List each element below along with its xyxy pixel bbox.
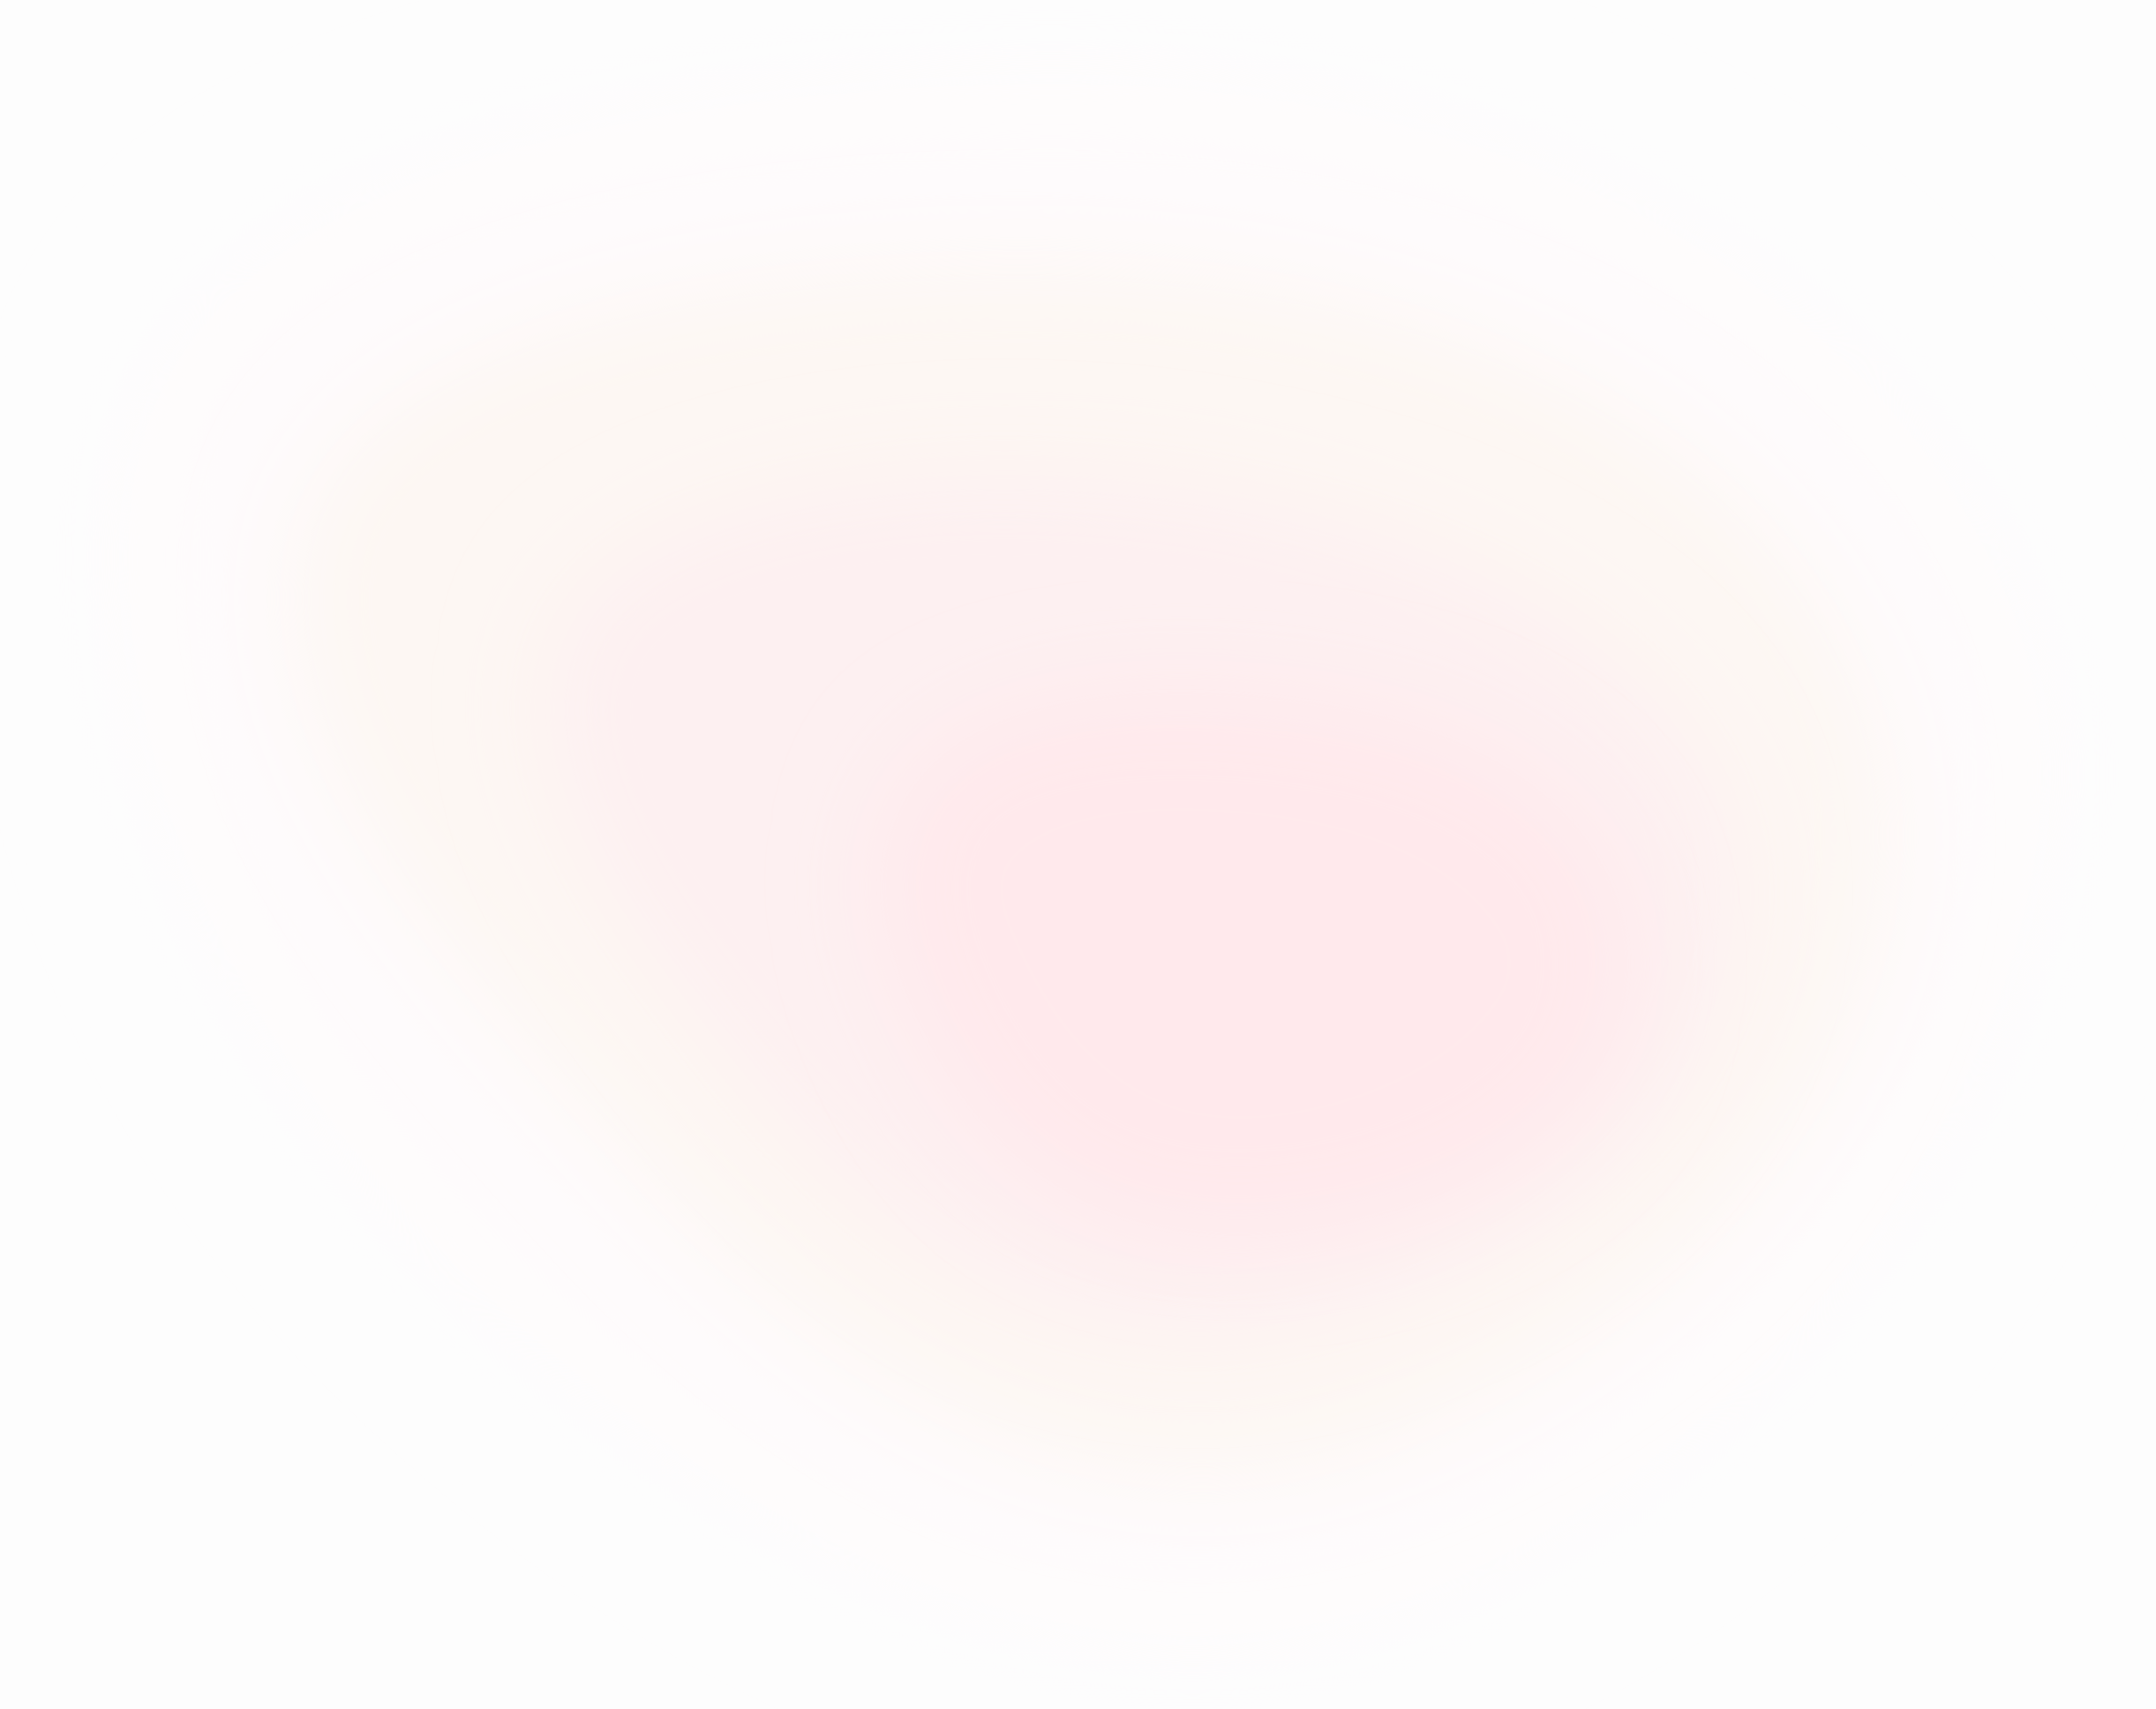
blob-layer-core [877, 691, 1634, 1238]
